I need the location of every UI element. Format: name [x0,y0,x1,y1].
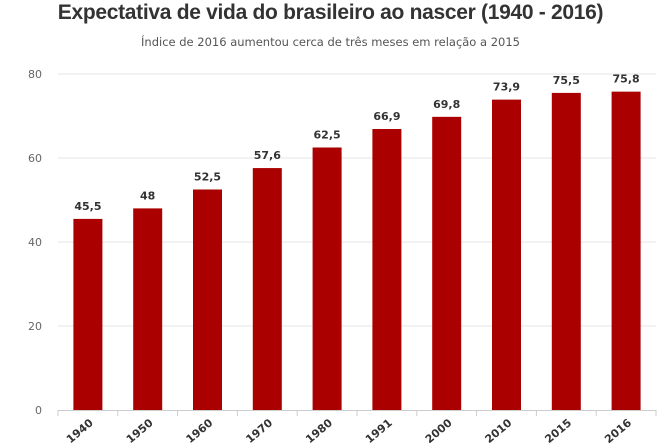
bar [372,129,402,410]
y-tick-label: 80 [28,68,42,81]
data-label: 73,9 [493,81,520,94]
y-axis-ticks: 0 20 40 60 80 [28,68,42,417]
data-label: 75,5 [553,74,580,87]
x-tick-label: 2000 [423,416,455,446]
y-tick-label: 20 [28,320,42,333]
data-label: 57,6 [254,149,281,162]
bar [611,91,641,410]
data-label: 48 [140,189,155,202]
data-label: 45,5 [74,200,101,213]
bar [73,218,103,410]
data-label: 75,8 [613,73,640,86]
data-label: 66,9 [373,110,400,123]
x-tick-label: 2015 [542,416,574,446]
bar [252,168,282,410]
x-tick-label: 1991 [363,416,395,446]
bar [312,147,342,410]
x-tick-label: 1950 [124,416,156,446]
x-tick-label: 2016 [602,416,634,446]
data-label: 62,5 [314,129,341,142]
bar [551,92,581,411]
x-tick-label: 1970 [243,416,275,446]
y-tick-label: 0 [35,404,42,417]
chart-title: Expectativa de vida do brasileiro ao nas… [57,1,604,24]
chart-subtitle: Índice de 2016 aumentou cerca de três me… [141,35,520,49]
x-axis: 1940 1950 1960 1970 1980 1991 2000 2010 2015 2016 [57,410,657,446]
x-tick-label: 2010 [483,416,515,446]
x-tick-label: 1940 [64,416,96,446]
x-tick-label: 1960 [184,416,216,446]
bar [133,208,163,410]
y-tick-label: 60 [28,152,42,165]
bar [193,189,222,410]
y-tick-label: 40 [28,236,42,249]
data-label: 52,5 [194,171,221,184]
bar [432,116,462,410]
bar [492,99,521,411]
data-label: 69,8 [433,98,460,111]
data-labels: 45,5 48 52,5 57,6 62,5 66,9 69,8 73,9 75,5 75,8 [74,73,639,213]
bars [73,91,641,411]
x-tick-label: 1980 [303,416,335,446]
